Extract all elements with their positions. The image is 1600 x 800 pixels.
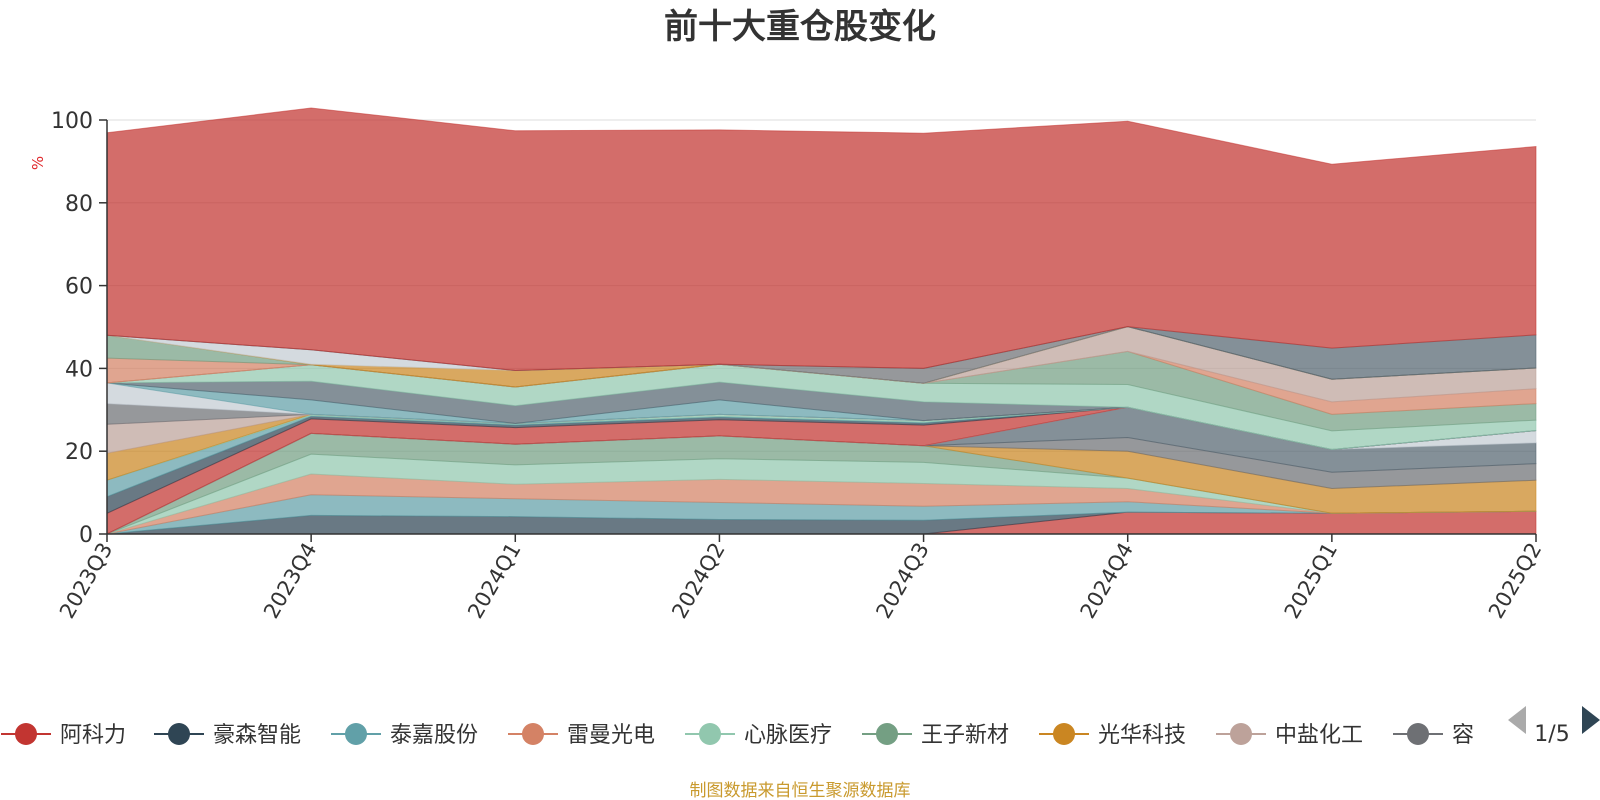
legend-label: 阿科力	[60, 723, 126, 748]
legend-marker	[699, 723, 721, 745]
legend-item[interactable]: 阿科力	[1, 723, 126, 748]
y-tick-label: 80	[65, 192, 93, 217]
legend-marker	[345, 723, 367, 745]
legend-label: 豪森智能	[213, 723, 301, 748]
chart-title: 前十大重仓股变化	[664, 7, 936, 47]
legend-next-icon[interactable]	[1582, 706, 1600, 734]
x-tick-label: 2023Q4	[259, 539, 321, 623]
legend-page-indicator: 1/5	[1534, 722, 1569, 747]
x-tick-label: 2024Q4	[1076, 539, 1138, 623]
y-tick-label: 100	[51, 109, 93, 134]
y-axis-ticks: 0 20 40 60 80 100	[51, 109, 107, 548]
series-area-31[interactable]	[106, 107, 1537, 372]
legend-label: 王子新材	[921, 723, 1009, 748]
legend-pager[interactable]: 1/5	[1508, 706, 1600, 747]
legend-marker	[876, 723, 898, 745]
legend-item[interactable]: 雷曼光电	[508, 723, 655, 748]
legend-item[interactable]: 心脉医疗	[685, 723, 832, 748]
y-tick-label: 60	[65, 275, 93, 300]
x-tick-label: 2023Q3	[55, 539, 117, 623]
legend-item[interactable]: 豪森智能	[154, 723, 301, 748]
legend-item[interactable]: 中盐化工	[1216, 723, 1363, 748]
legend[interactable]: 阿科力 豪森智能 泰嘉股份 雷曼光电 心脉医疗 王子新材 光华科技 中盐化工 容	[1, 723, 1474, 748]
legend-label: 雷曼光电	[567, 723, 655, 748]
legend-items[interactable]: 阿科力 豪森智能 泰嘉股份 雷曼光电 心脉医疗 王子新材 光华科技 中盐化工 容	[1, 723, 1474, 748]
y-tick-label: 20	[65, 440, 93, 465]
data-source-note: 制图数据来自恒生聚源数据库	[690, 781, 911, 800]
legend-item[interactable]: 泰嘉股份	[331, 723, 478, 748]
legend-item[interactable]: 王子新材	[862, 723, 1009, 748]
legend-label: 泰嘉股份	[390, 723, 478, 748]
x-tick-label: 2024Q3	[871, 539, 933, 623]
x-tick-label: 2024Q2	[667, 539, 729, 623]
legend-label: 光华科技	[1098, 723, 1186, 748]
stacked-areas[interactable]	[106, 107, 1537, 535]
y-tick-label: 40	[65, 357, 93, 382]
x-tick-label: 2025Q1	[1280, 539, 1342, 623]
legend-marker	[1053, 723, 1075, 745]
y-axis-unit: %	[29, 156, 47, 170]
legend-marker	[168, 723, 190, 745]
legend-label: 心脉医疗	[744, 723, 832, 748]
legend-item[interactable]: 容	[1393, 723, 1474, 748]
legend-label: 容	[1452, 723, 1474, 748]
legend-marker	[15, 723, 37, 745]
legend-prev-icon[interactable]	[1508, 706, 1526, 734]
axes	[106, 120, 1536, 535]
legend-marker	[1407, 723, 1429, 745]
x-axis-ticks: 2023Q3 2023Q4 2024Q1 2024Q2 2024Q3 2024Q4 2025…	[55, 534, 1546, 623]
legend-label: 中盐化工	[1275, 723, 1363, 748]
legend-item[interactable]: 光华科技	[1039, 723, 1186, 748]
x-tick-label: 2024Q1	[463, 539, 525, 623]
x-tick-label: 2025Q2	[1484, 539, 1546, 623]
y-tick-label: 0	[79, 523, 93, 548]
legend-marker	[1230, 723, 1252, 745]
legend-marker	[522, 723, 544, 745]
